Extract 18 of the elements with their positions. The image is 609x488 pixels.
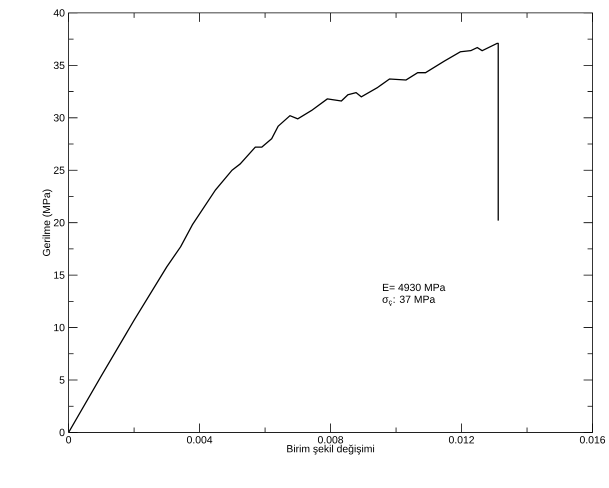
x-tick-label: 0.012 — [448, 436, 474, 444]
x-tick-label: 0.008 — [318, 436, 344, 444]
y-tick-label: 25 — [54, 166, 64, 174]
y-tick-label: 15 — [54, 271, 64, 279]
annotation: σ$_{ç}$: 37 MPa — [382, 296, 436, 306]
y-tick-label: 10 — [54, 324, 65, 332]
y-tick-label: 5 — [60, 376, 64, 384]
x-axis-title: Birim şekil değişimi — [287, 444, 374, 454]
y-axis-title: Gerilme (MPa) — [42, 189, 52, 256]
y-tick-label: 30 — [54, 114, 65, 122]
x-tick-label: 0 — [66, 436, 72, 444]
x-tick-label: 0.016 — [580, 436, 606, 444]
x-tick-label: 0.004 — [186, 436, 212, 444]
annotation: E= 4930 MPa — [382, 284, 446, 292]
y-tick-label: 0 — [60, 428, 65, 436]
y-tick-label: 20 — [54, 218, 65, 226]
y-tick-label: 40 — [54, 9, 65, 17]
y-tick-label: 35 — [54, 62, 64, 69]
